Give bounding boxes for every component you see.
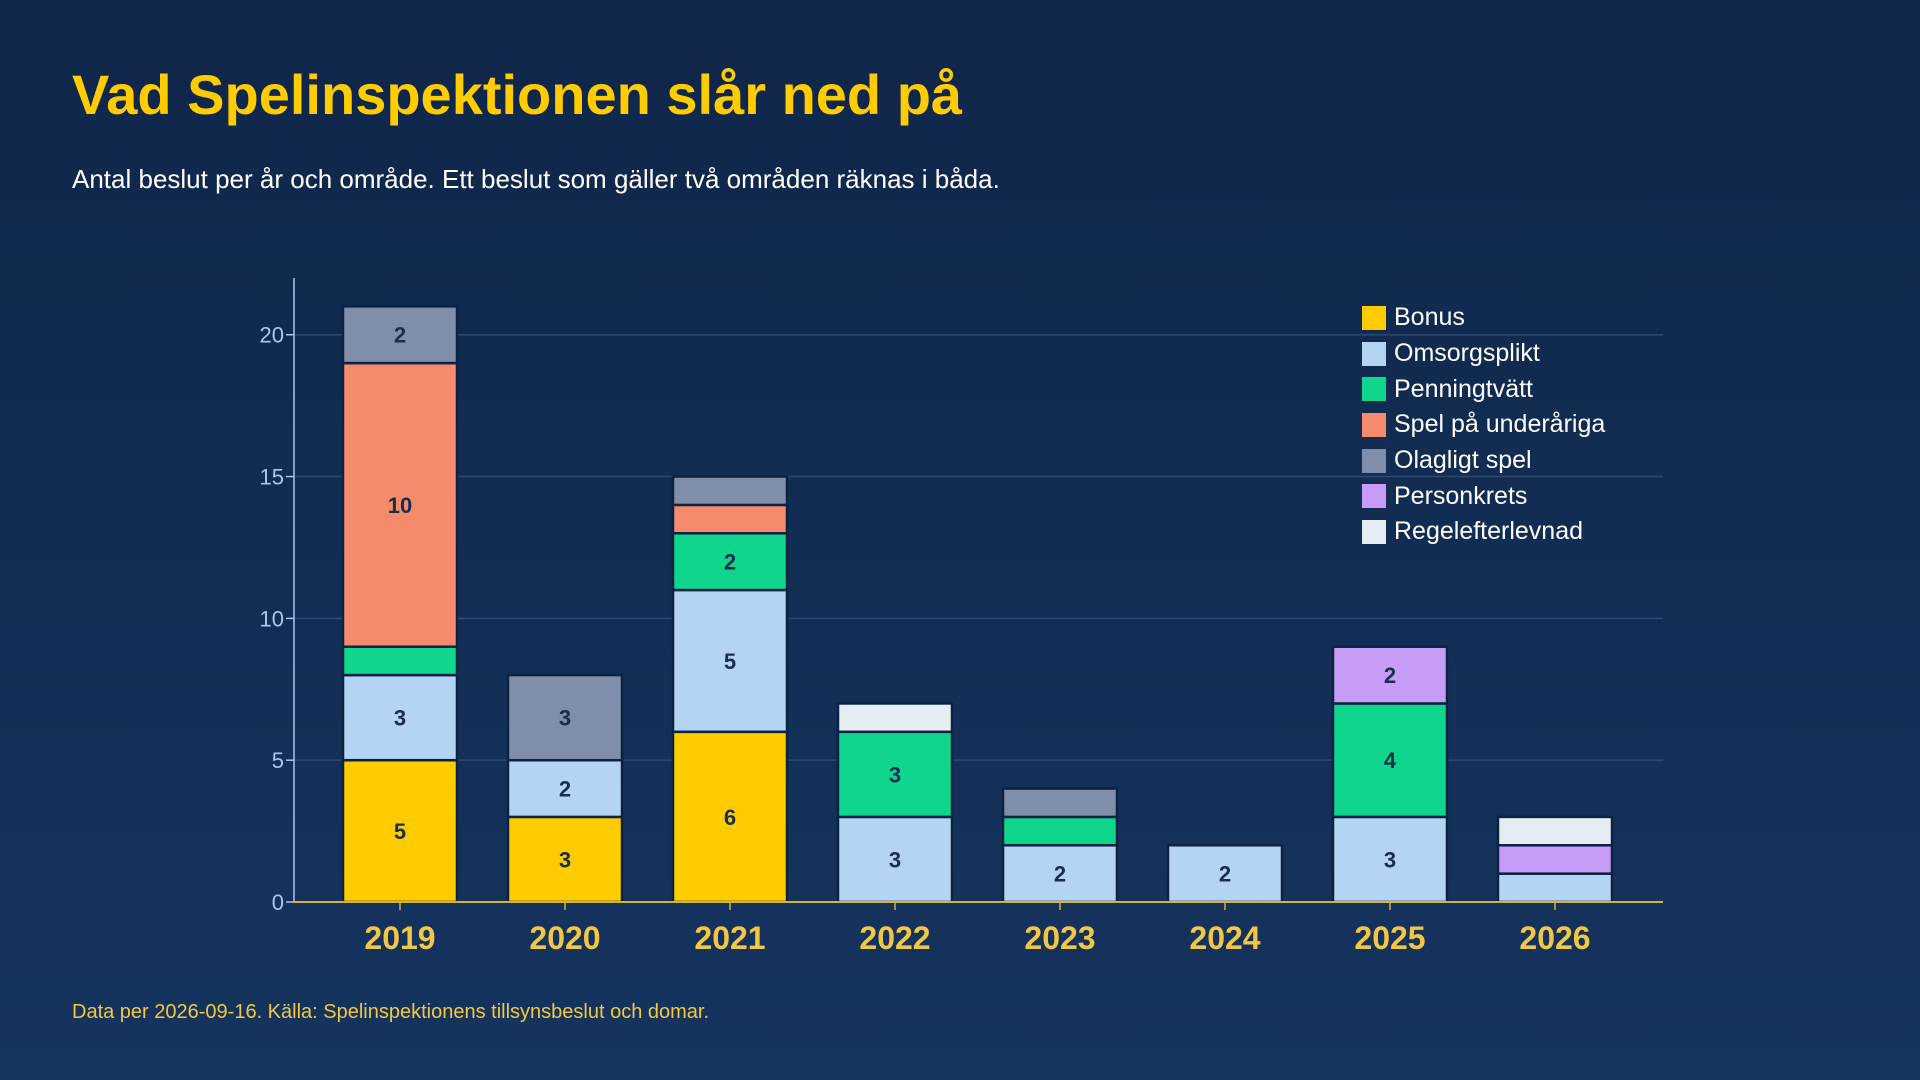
- bar-segment: [836, 730, 954, 819]
- bar-segment: [341, 361, 459, 648]
- x-category-label: 2021: [694, 920, 765, 956]
- x-category-label: 2022: [859, 920, 930, 956]
- bar-segment: [506, 673, 624, 762]
- legend-label: Bonus: [1394, 303, 1465, 332]
- x-category-label: 2023: [1024, 920, 1095, 956]
- bar-segment: [671, 730, 789, 904]
- bar-value-label: 3: [889, 762, 901, 787]
- bar-segment: [506, 815, 624, 904]
- bar-segment: [1001, 815, 1119, 847]
- y-tick-label: 5: [272, 748, 284, 773]
- legend-item: Regelefterlevnad: [1362, 514, 1605, 550]
- bars: 5 3 10 2 3 2 3 6 5 2 3 3 2 2 3 4 2: [341, 305, 1614, 904]
- legend-label: Omsorgsplikt: [1394, 339, 1540, 368]
- bar-value-label: 3: [559, 847, 571, 872]
- bar-value-label: 2: [559, 777, 571, 802]
- bar-segment: [1496, 872, 1614, 904]
- bar-segment: [836, 702, 954, 734]
- y-tick-label: 0: [272, 890, 284, 915]
- chart-legend: Bonus Omsorgsplikt Penningtvätt Spel på und…: [1362, 300, 1605, 550]
- bar-segment: [1496, 844, 1614, 875]
- y-tick-label: 15: [260, 465, 284, 490]
- legend-item: Olagligt spel: [1362, 443, 1605, 479]
- bar-segment: [1331, 702, 1449, 819]
- bar-segment: [341, 645, 459, 677]
- bar-value-label: 3: [559, 706, 571, 731]
- bar-segment: [671, 588, 789, 734]
- bar-value-label: 5: [394, 819, 406, 844]
- bar-value-label: 3: [889, 847, 901, 872]
- bar-value-label: 3: [394, 706, 406, 731]
- bar-value-label: 2: [394, 323, 406, 348]
- legend-label: Spel på underåriga: [1394, 410, 1606, 439]
- chart-subtitle: Antal beslut per år och område. Ett besl…: [72, 164, 1000, 194]
- bar-value-label: 2: [1054, 862, 1066, 887]
- axes: 0 5 10 15 20 2019 2020 2021 2022 2023 2024 2025 2026: [260, 278, 1663, 956]
- legend-swatch: [1362, 341, 1386, 366]
- legend-item: Personkrets: [1362, 478, 1605, 514]
- bar-value-label: 10: [388, 493, 412, 518]
- legend-item: Penningtvätt: [1362, 371, 1605, 407]
- legend-item: Omsorgsplikt: [1362, 336, 1605, 372]
- bar-segment: [671, 475, 789, 507]
- bar-segment: [1331, 645, 1449, 705]
- legend-swatch: [1362, 377, 1386, 402]
- bar-value-label: 2: [1384, 663, 1396, 688]
- legend-swatch: [1362, 519, 1386, 544]
- legend-swatch: [1362, 305, 1386, 330]
- legend-label: Regelefterlevnad: [1394, 517, 1584, 546]
- bar-segment: [1496, 815, 1614, 847]
- bar-value-label: 2: [1219, 862, 1231, 887]
- legend-label: Olagligt spel: [1394, 446, 1532, 475]
- x-category-label: 2020: [529, 920, 600, 956]
- legend-item: Spel på underåriga: [1362, 407, 1605, 443]
- bar-segment: [341, 673, 459, 762]
- bar-segment: [341, 305, 459, 365]
- chart-title: Vad Spelinspektionen slår ned på: [72, 63, 963, 126]
- legend-swatch: [1362, 448, 1386, 473]
- legend-swatch: [1362, 484, 1386, 509]
- bar-value-label: 6: [724, 805, 736, 830]
- bar-segment: [671, 532, 789, 592]
- y-tick-label: 20: [260, 323, 284, 348]
- y-tick-label: 10: [260, 606, 284, 631]
- legend-label: Penningtvätt: [1394, 374, 1533, 403]
- bar-value-label: 2: [724, 550, 736, 575]
- bar-segment: [1001, 787, 1119, 819]
- source-footnote: Data per 2026-09-16. Källa: Spelinspekti…: [72, 1001, 710, 1023]
- bar-value-label: 4: [1384, 748, 1397, 773]
- legend-item: Bonus: [1362, 300, 1605, 336]
- x-category-label: 2026: [1519, 920, 1590, 956]
- x-category-label: 2024: [1189, 920, 1260, 956]
- x-category-label: 2019: [364, 920, 435, 956]
- x-category-label: 2025: [1354, 920, 1425, 956]
- bar-value-label: 3: [1384, 847, 1396, 872]
- bar-segment: [671, 503, 789, 535]
- legend-swatch: [1362, 412, 1386, 437]
- bar-segment: [836, 815, 954, 904]
- legend-label: Personkrets: [1394, 481, 1528, 510]
- bar-segment: [1331, 815, 1449, 904]
- bar-value-label: 5: [724, 649, 736, 674]
